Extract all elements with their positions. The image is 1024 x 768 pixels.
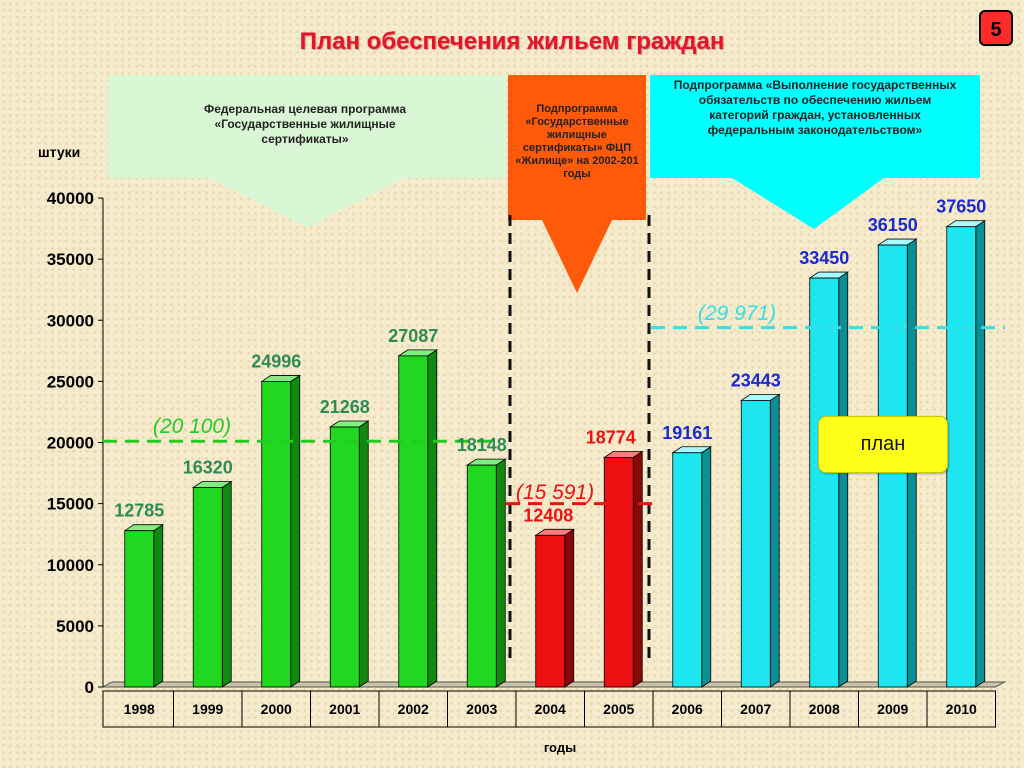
bar-front — [809, 277, 840, 688]
bar-front — [261, 381, 292, 688]
x-tick-label: 2009 — [877, 701, 908, 717]
bar-side — [769, 393, 780, 688]
y-tick-label: 35000 — [47, 250, 94, 269]
bar-front — [946, 226, 977, 688]
bar-side — [495, 458, 506, 688]
bar-front — [192, 487, 223, 688]
y-tick-label: 20000 — [47, 434, 94, 453]
bar-side — [838, 271, 849, 688]
value-label-1999: 16320 — [183, 457, 233, 477]
y-tick-label: 15000 — [47, 495, 94, 514]
callout-federal-text: Федеральная целевая программа «Государст… — [203, 102, 407, 146]
bar-2003 — [465, 458, 507, 688]
bar-2007 — [739, 393, 781, 688]
bar-1998 — [123, 523, 165, 688]
x-tick-label: 2006 — [672, 701, 703, 717]
value-label-2001: 21268 — [320, 397, 370, 417]
bar-2005 — [602, 450, 644, 688]
bar-side — [564, 528, 575, 688]
x-tick-label: 1999 — [192, 701, 223, 717]
value-label-1998: 12785 — [114, 501, 164, 521]
x-tick-label: 2008 — [809, 701, 840, 717]
y-tick-label: 25000 — [47, 372, 94, 391]
value-label-2000: 24996 — [251, 351, 301, 371]
x-tick-label: 2007 — [740, 701, 771, 717]
x-tick-label: 2004 — [535, 701, 566, 717]
bar-2002 — [397, 349, 439, 688]
y-tick-label: 10000 — [47, 556, 94, 575]
value-label-2003: 18148 — [457, 435, 507, 455]
x-tick-label: 1998 — [124, 701, 155, 717]
bar-1999 — [191, 480, 233, 688]
slide-title: План обеспечения жильем граждан — [299, 28, 725, 55]
value-label-2002: 27087 — [388, 326, 438, 346]
bar-front — [672, 452, 703, 688]
bar-front — [329, 426, 360, 688]
bar-front — [535, 534, 566, 688]
bar-2000 — [260, 374, 302, 688]
callout-zhilische-text: Подпрограмма «Государственные жилищные с… — [515, 103, 639, 180]
x-tick-label: 2005 — [603, 701, 634, 717]
x-tick-label: 2000 — [261, 701, 292, 717]
bar-side — [975, 219, 986, 688]
bar-front — [740, 400, 771, 688]
bar-side — [701, 446, 712, 688]
callout-zhilische-shape — [508, 75, 646, 293]
bar-2006 — [671, 446, 713, 688]
value-label-2005: 18774 — [586, 427, 636, 447]
value-label-2007: 23443 — [731, 370, 781, 390]
slide-number-badge: 5 — [979, 10, 1013, 46]
bar-2001 — [328, 420, 370, 688]
bar-side — [427, 349, 438, 688]
average-label: (29 971) — [698, 302, 776, 325]
bar-front — [466, 464, 497, 688]
bar-2004 — [534, 528, 576, 688]
average-label: (15 591) — [516, 481, 594, 504]
x-tick-label: 2001 — [329, 701, 360, 717]
x-axis-label: годы — [544, 740, 576, 755]
bar-side — [221, 480, 232, 688]
y-tick-label: 30000 — [47, 311, 94, 330]
callout-federal-shape — [108, 75, 506, 228]
bar-side — [358, 420, 369, 688]
x-tick-label: 2003 — [466, 701, 497, 717]
bar-front — [124, 530, 155, 688]
bar-side — [290, 374, 301, 688]
bar-2010 — [945, 219, 987, 688]
callout-obligations-text: Подпрограмма «Выполнение государственных… — [673, 78, 957, 137]
bar-front — [398, 355, 429, 688]
value-label-2008: 33450 — [799, 248, 849, 268]
x-tick-label: 2002 — [398, 701, 429, 717]
value-label-2004: 12408 — [523, 505, 573, 525]
bar-2008 — [808, 271, 850, 688]
y-tick-label: 40000 — [47, 189, 94, 208]
value-label-2009: 36150 — [868, 215, 918, 235]
bar-side — [632, 450, 643, 688]
y-tick-label: 0 — [85, 678, 94, 697]
y-axis-label: штуки — [38, 144, 80, 160]
value-label-2010: 37650 — [936, 197, 986, 217]
y-tick-label: 5000 — [56, 617, 94, 636]
bar-front — [603, 457, 634, 688]
bar-side — [153, 523, 164, 688]
x-tick-label: 2010 — [946, 701, 977, 717]
plan-legend-box: план — [818, 416, 948, 473]
value-label-2006: 19161 — [662, 423, 712, 443]
callout-obligations-shape — [650, 75, 980, 229]
average-label: (20 100) — [153, 415, 231, 438]
